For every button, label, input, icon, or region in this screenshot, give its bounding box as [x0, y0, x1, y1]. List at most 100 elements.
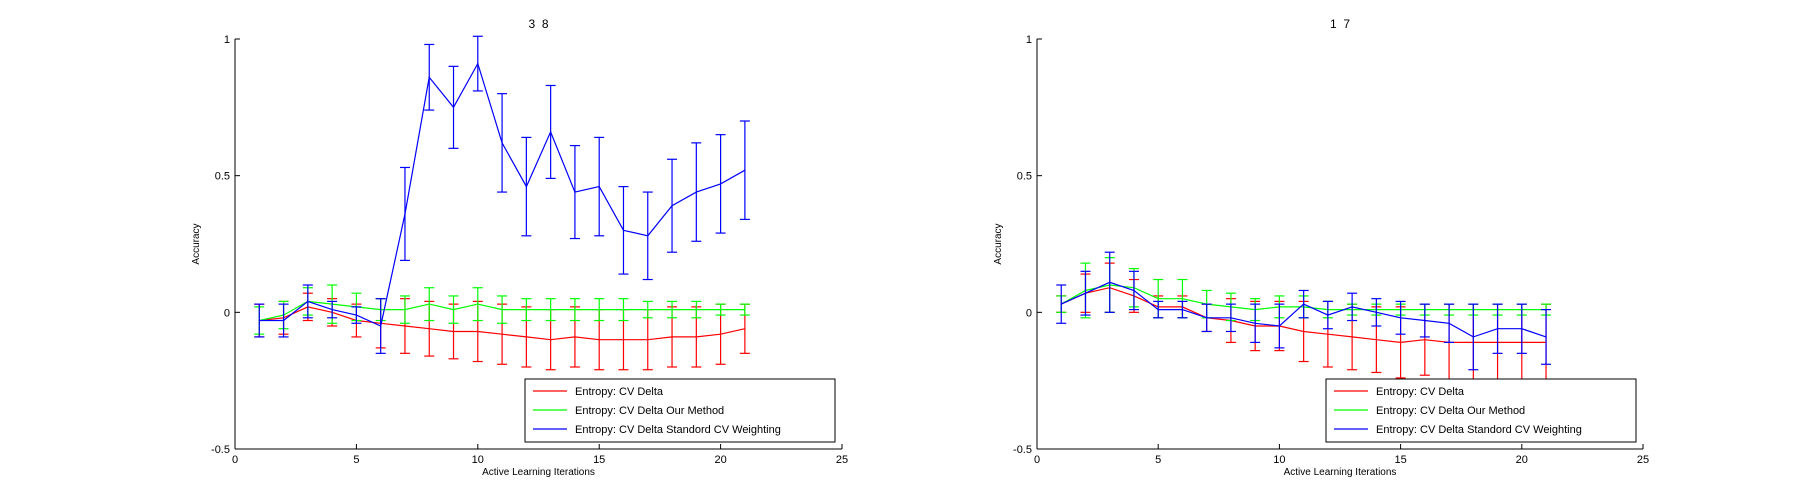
- data-point: [525, 186, 527, 188]
- data-point: [404, 213, 406, 215]
- data-point: [452, 309, 455, 311]
- data-point: [1351, 336, 1353, 338]
- data-point: [380, 325, 382, 327]
- data-point: [574, 309, 576, 311]
- data-point: [1278, 325, 1280, 327]
- data-point: [1254, 322, 1256, 324]
- data-point: [1545, 336, 1547, 338]
- data-point: [1133, 289, 1135, 292]
- x-tick-label: 0: [1034, 454, 1040, 466]
- series-1: [1056, 262, 1552, 382]
- data-point: [1060, 303, 1062, 305]
- y-tick-label: 0: [1026, 307, 1032, 319]
- data-point: [671, 205, 673, 207]
- data-point: [307, 300, 309, 302]
- data-point: [598, 339, 600, 341]
- data-point: [720, 333, 722, 335]
- data-point: [1303, 330, 1305, 333]
- chart-title: 1 7: [1330, 17, 1350, 31]
- y-axis-label: Accuracy: [993, 223, 1004, 264]
- data-point: [598, 186, 600, 188]
- data-point: [720, 309, 722, 311]
- series-3: [1056, 251, 1552, 371]
- data-point: [404, 325, 406, 327]
- legend: Entropy: CV Delta Entropy: CV Delta Our M…: [524, 378, 836, 443]
- x-tick-label: 15: [1394, 454, 1406, 466]
- legend-label: Entropy: CV Delta: [1376, 386, 1465, 398]
- data-point: [1375, 339, 1377, 341]
- data-point: [622, 309, 625, 311]
- data-point: [525, 336, 527, 338]
- data-point: [428, 76, 430, 78]
- x-tick-label: 25: [836, 454, 848, 466]
- data-point: [574, 336, 576, 338]
- data-point: [550, 131, 552, 133]
- data-point: [501, 333, 503, 335]
- data-point: [647, 235, 649, 237]
- y-tick-label: 1: [224, 34, 230, 46]
- data-point: [720, 183, 722, 185]
- data-point: [1424, 339, 1426, 341]
- x-tick-label: 25: [1637, 454, 1649, 466]
- x-tick-label: 15: [593, 454, 605, 466]
- data-point: [1400, 341, 1402, 343]
- data-point: [1157, 298, 1159, 300]
- data-point: [744, 328, 746, 330]
- data-point: [452, 330, 455, 333]
- legend-box: [524, 378, 836, 443]
- y-tick-label: -0.5: [1013, 444, 1032, 456]
- data-point: [647, 339, 649, 341]
- data-point: [355, 314, 357, 316]
- data-point: [501, 309, 503, 311]
- data-point: [1303, 303, 1305, 305]
- data-point: [622, 339, 625, 341]
- data-point: [452, 106, 455, 108]
- x-tick-label: 0: [232, 454, 238, 466]
- data-point: [1109, 281, 1111, 283]
- y-tick-label: 0: [224, 307, 230, 319]
- data-point: [1424, 319, 1426, 322]
- data-point: [525, 309, 527, 311]
- data-point: [598, 309, 600, 311]
- y-axis-label: Accuracy: [191, 223, 202, 264]
- data-point: [1496, 328, 1499, 330]
- data-point: [404, 309, 406, 311]
- data-point: [477, 303, 479, 305]
- data-point: [695, 191, 697, 193]
- data-point: [477, 63, 479, 65]
- y-tick-label: 0.5: [1017, 171, 1032, 183]
- data-point: [1448, 322, 1450, 324]
- data-point: [695, 309, 697, 311]
- data-point: [1230, 317, 1232, 319]
- data-point: [744, 309, 746, 311]
- data-point: [695, 336, 697, 338]
- chart-title: 3 8: [528, 17, 548, 31]
- data-point: [1084, 292, 1087, 294]
- data-point: [1472, 336, 1474, 338]
- data-point: [1327, 314, 1329, 316]
- data-point: [1181, 309, 1184, 311]
- x-tick-label: 10: [1273, 454, 1285, 466]
- x-tick-label: 20: [1516, 454, 1528, 466]
- x-tick-label: 20: [714, 454, 726, 466]
- legend-label: Entropy: CV Delta: [575, 386, 664, 398]
- y-tick-label: 1: [1026, 34, 1032, 46]
- data-point: [574, 191, 576, 193]
- data-point: [331, 309, 333, 311]
- data-point: [501, 142, 503, 144]
- x-tick-label: 5: [1155, 454, 1161, 466]
- x-axis-label: Active Learning Iterations: [482, 467, 595, 478]
- data-point: [282, 319, 285, 322]
- data-point: [428, 328, 430, 330]
- data-point: [1351, 306, 1353, 308]
- y-tick-label: 0.5: [215, 171, 230, 183]
- legend-box: [1325, 378, 1637, 443]
- data-point: [647, 309, 649, 311]
- data-point: [1206, 317, 1208, 319]
- data-point: [258, 319, 260, 322]
- data-point: [1327, 333, 1329, 335]
- data-point: [622, 229, 625, 231]
